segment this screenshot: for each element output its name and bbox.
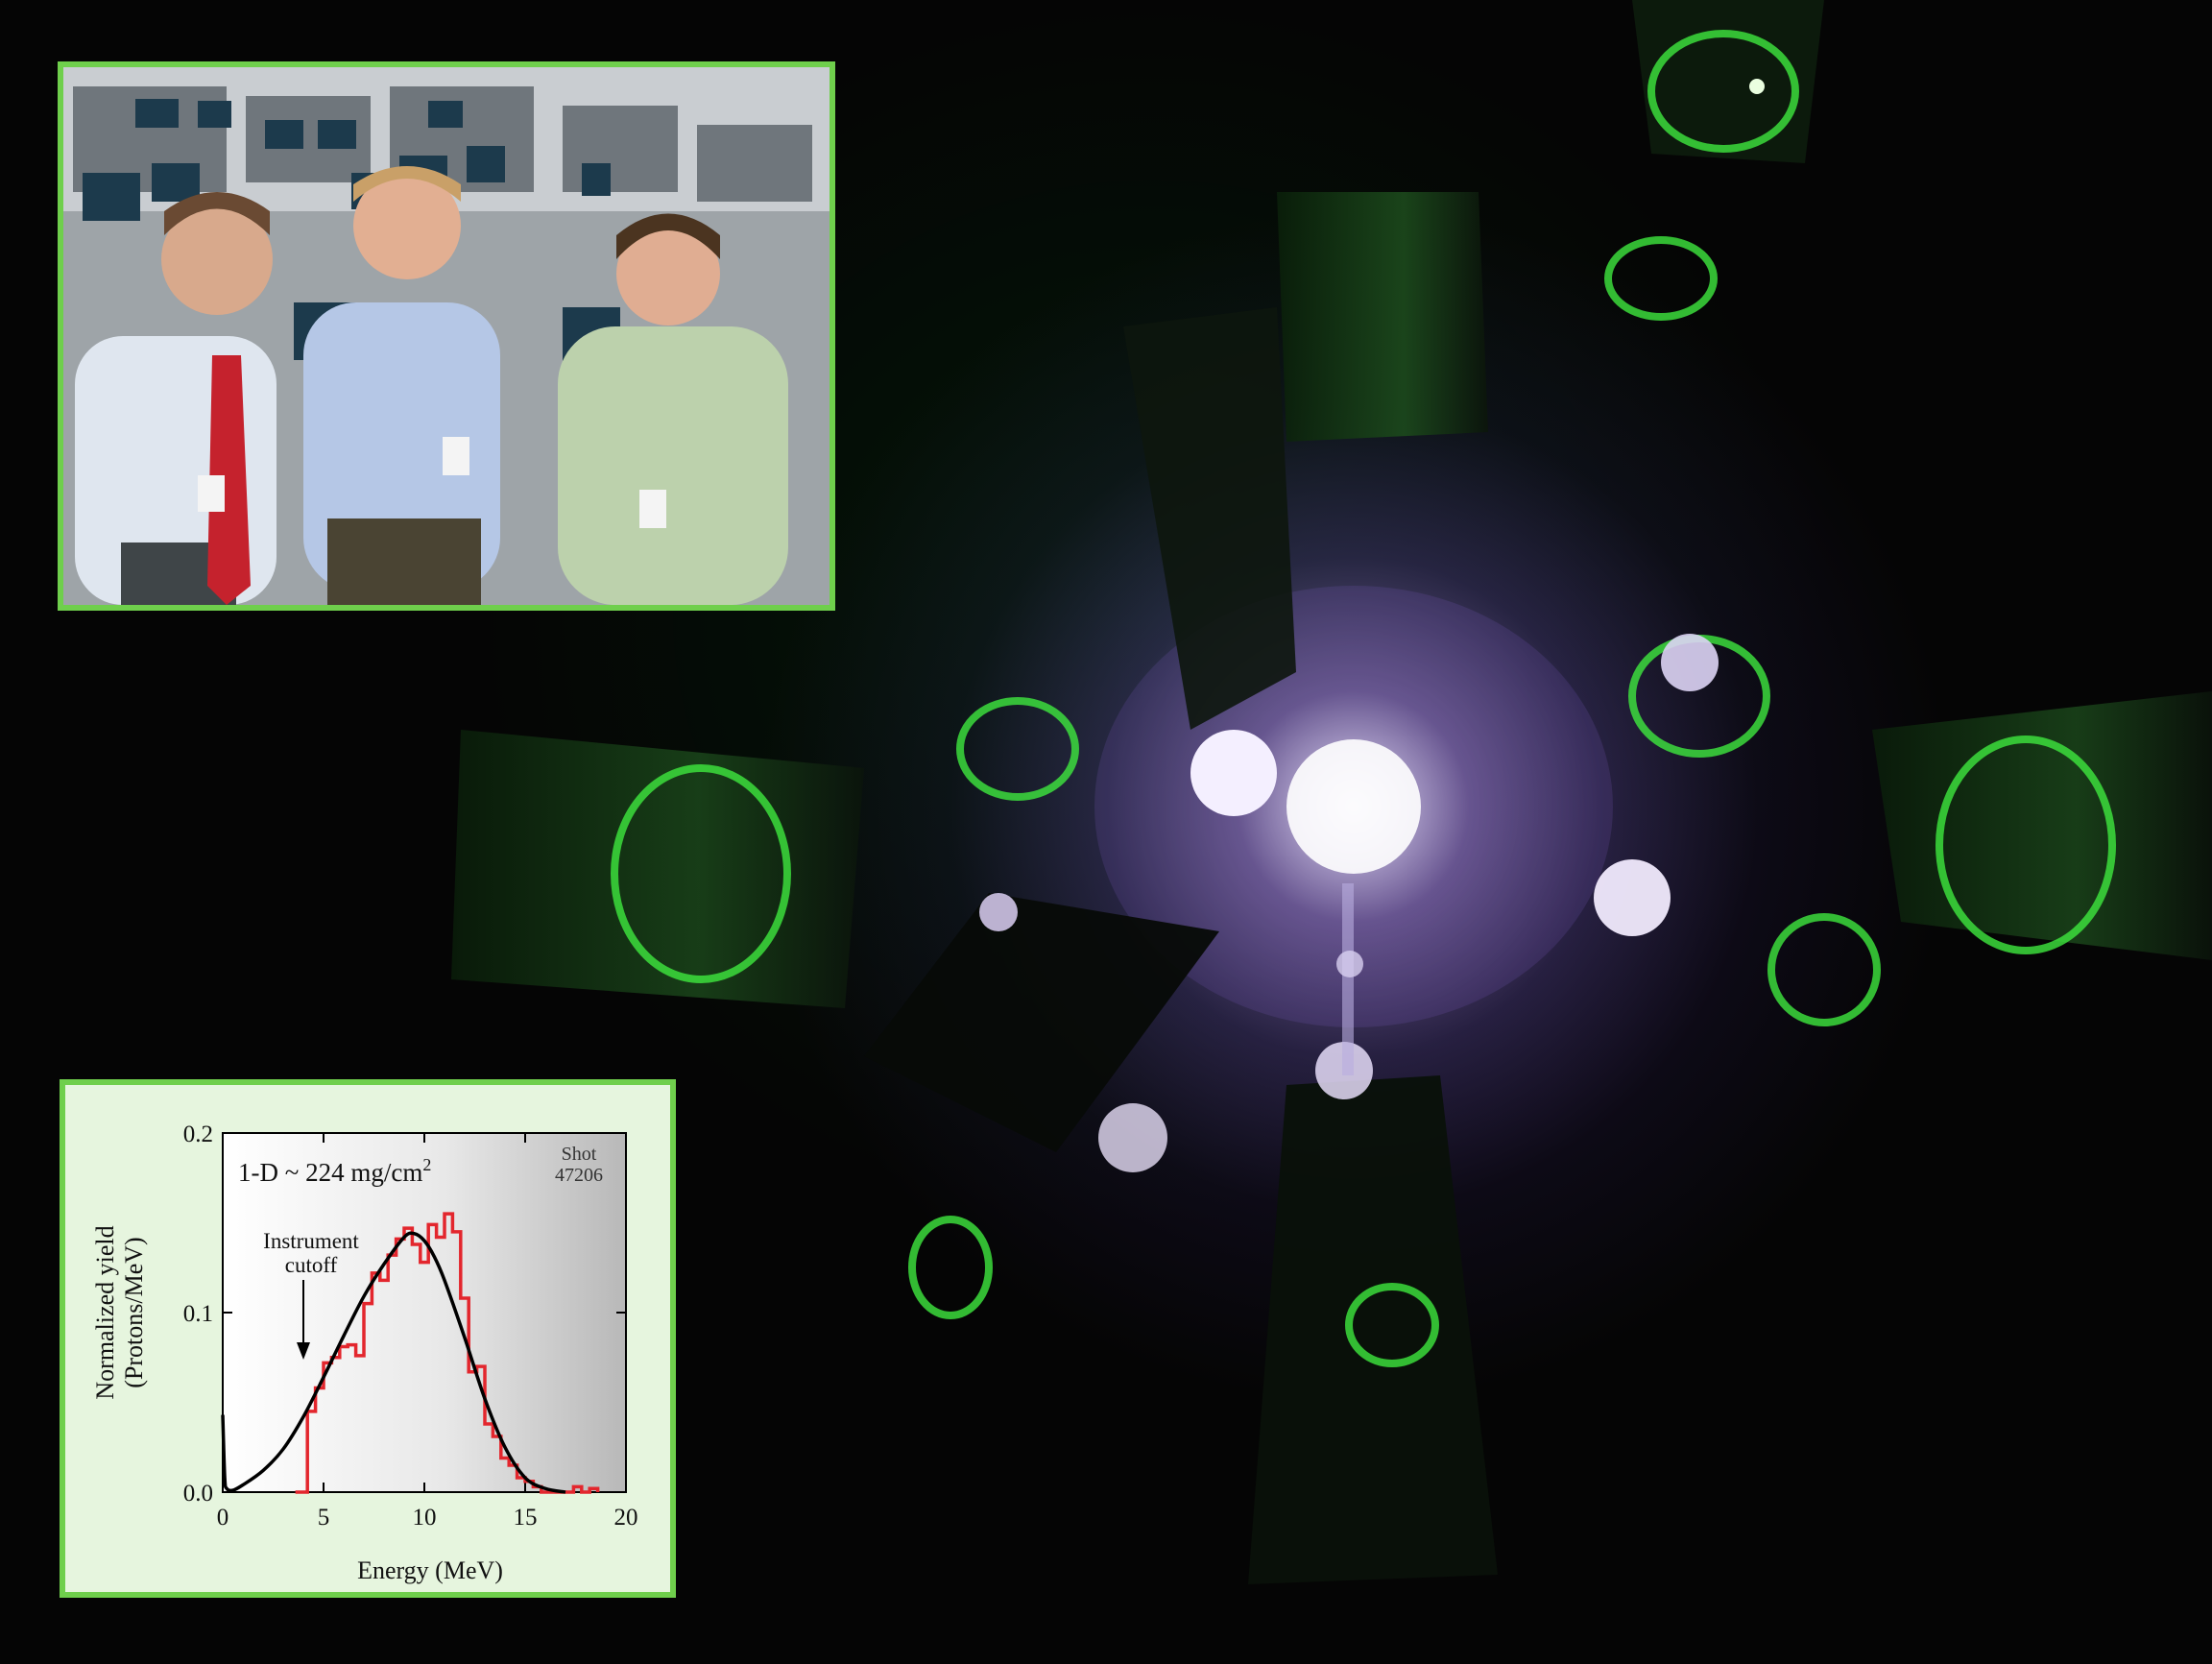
cutoff-annotation-line2: cutoff bbox=[285, 1253, 338, 1277]
x-axis-ticks: 0 5 10 15 20 bbox=[217, 1133, 638, 1531]
person-left bbox=[75, 192, 276, 605]
shot-label: Shot bbox=[562, 1144, 597, 1165]
person-middle bbox=[303, 166, 500, 605]
x-tick-label: 0 bbox=[217, 1505, 229, 1531]
target-stalk bbox=[1342, 883, 1354, 1075]
y-axis-label-line1: Normalized yield bbox=[91, 1225, 119, 1399]
person-right bbox=[558, 213, 788, 605]
green-port-rims bbox=[611, 30, 2116, 1367]
x-axis-label: Energy (MeV) bbox=[357, 1556, 503, 1584]
x-tick-label: 20 bbox=[614, 1505, 638, 1531]
y-tick-label: 0.0 bbox=[183, 1481, 213, 1507]
glowing-port-lenses bbox=[979, 79, 1765, 1172]
y-tick-label: 0.1 bbox=[183, 1301, 213, 1327]
cutoff-arrowhead bbox=[297, 1342, 310, 1360]
control-room-photo-inset bbox=[58, 61, 835, 611]
y-tick-label: 0.2 bbox=[183, 1121, 213, 1147]
plot-area bbox=[222, 1132, 627, 1493]
y-axis-label-line2: (Protons/MeV) bbox=[120, 1237, 148, 1387]
control-room-photo bbox=[63, 67, 830, 605]
chart-title: 1-D ~ 224 mg/cm2 bbox=[238, 1155, 431, 1187]
cutoff-annotation-line1: Instrument bbox=[263, 1229, 359, 1253]
x-tick-label: 10 bbox=[413, 1505, 437, 1531]
y-axis-ticks: 0.0 0.1 0.2 bbox=[183, 1121, 626, 1507]
proton-spectrum-chart-inset: 0 5 10 15 20 0.0 0.1 0.2 1-D ~ 224 mg/cm2 Shot… bbox=[60, 1079, 676, 1598]
model-spectrum-series bbox=[221, 1231, 566, 1494]
proton-spectrum-chart: 0 5 10 15 20 0.0 0.1 0.2 1-D ~ 224 mg/cm2 Shot… bbox=[91, 1121, 638, 1584]
x-tick-label: 15 bbox=[514, 1505, 538, 1531]
x-tick-label: 5 bbox=[318, 1505, 330, 1531]
beam-port-tubes bbox=[451, 0, 2212, 1584]
shot-number: 47206 bbox=[555, 1165, 603, 1186]
